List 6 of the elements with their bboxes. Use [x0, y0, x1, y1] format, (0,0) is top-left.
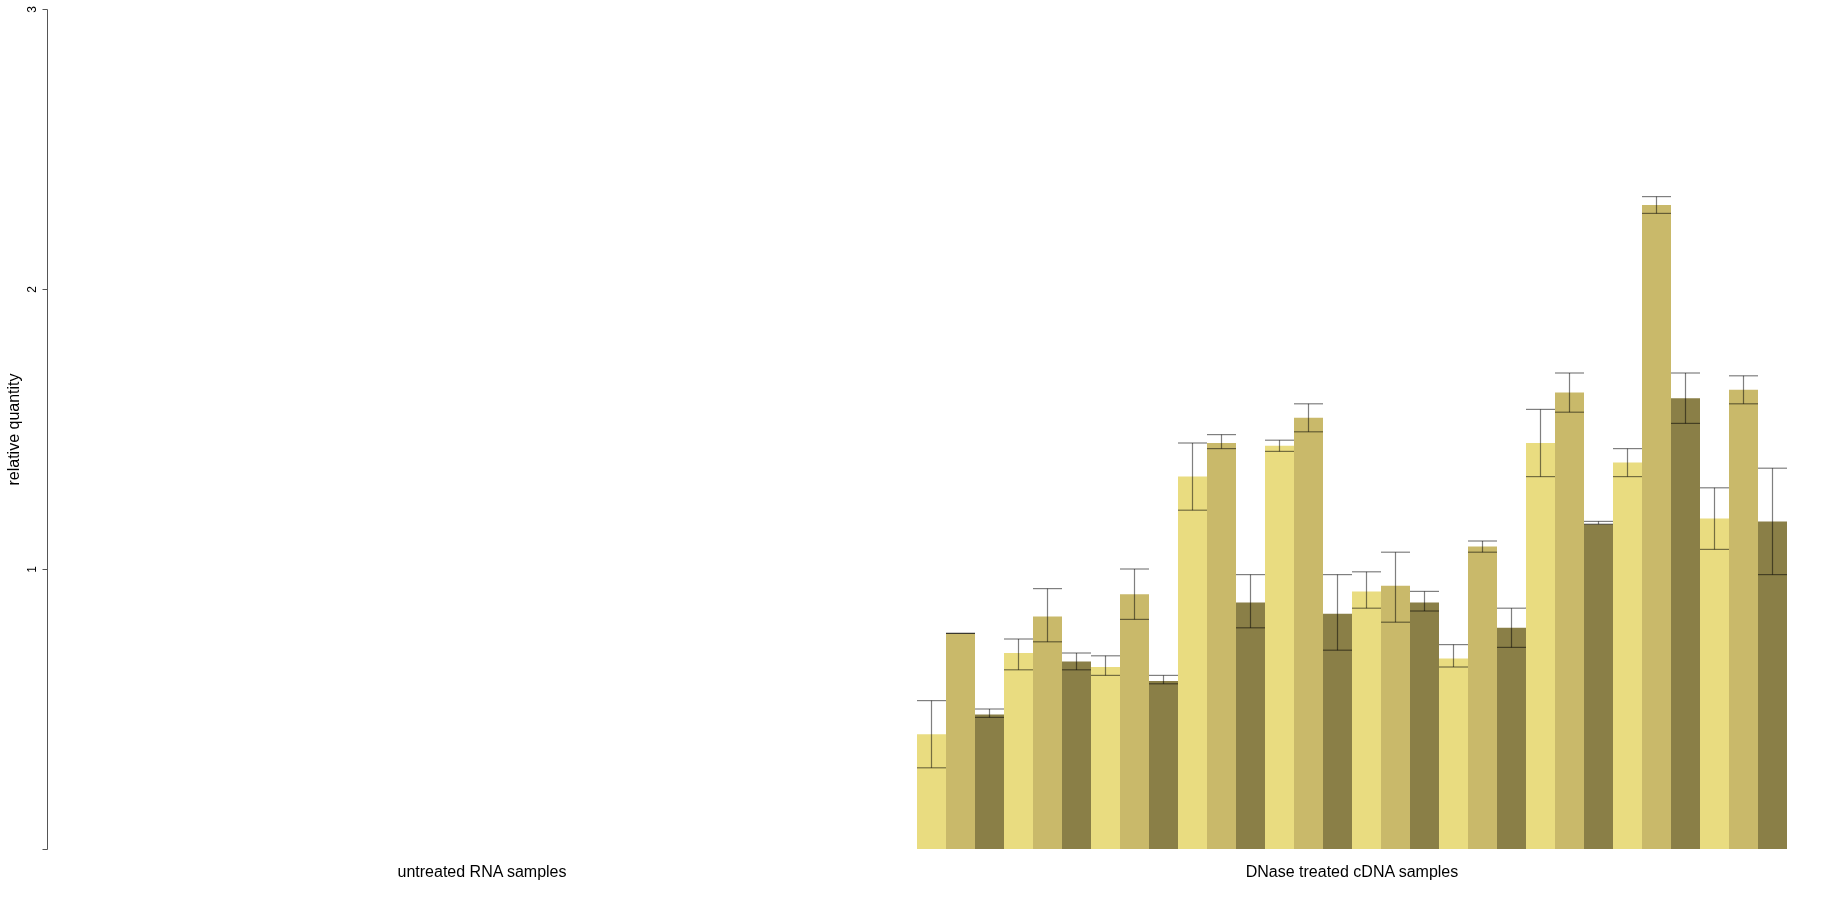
x-tick-label: DNase treated cDNA samples — [1245, 862, 1459, 880]
y-tick-label: 1 — [24, 565, 39, 573]
y-tick-label: 2 — [24, 285, 39, 293]
x-tick-label: untreated RNA samples — [397, 862, 567, 880]
y-axis-title: relative quantity — [4, 373, 22, 486]
y-tick-label: 3 — [24, 5, 39, 13]
